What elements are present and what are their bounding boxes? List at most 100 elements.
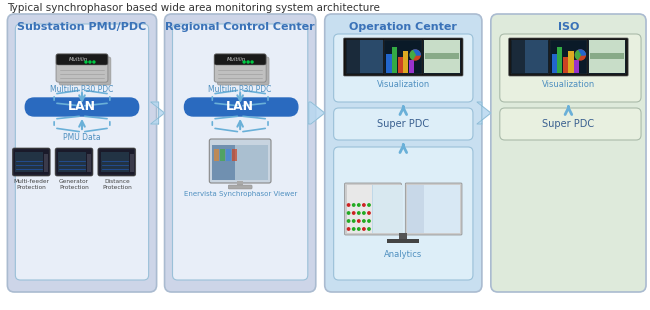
Bar [399, 233, 408, 240]
Circle shape [363, 204, 365, 206]
FancyBboxPatch shape [217, 57, 269, 85]
Text: Substation PMU/PDC: Substation PMU/PDC [18, 22, 147, 32]
FancyBboxPatch shape [16, 24, 149, 280]
Text: Regional Control Center: Regional Control Center [165, 22, 315, 32]
Text: Generator
Protection: Generator Protection [59, 179, 89, 190]
Text: Operation Center: Operation Center [349, 22, 457, 32]
Wedge shape [413, 50, 420, 55]
FancyBboxPatch shape [55, 148, 93, 176]
Text: Typical synchrophasor based wide area monitoring system architecture: Typical synchrophasor based wide area mo… [7, 3, 380, 13]
FancyBboxPatch shape [7, 14, 157, 292]
Circle shape [93, 61, 95, 63]
FancyBboxPatch shape [56, 54, 108, 65]
Bar [423, 40, 461, 74]
Text: Multilin: Multilin [227, 57, 246, 62]
Circle shape [89, 61, 91, 63]
Bar [130, 154, 134, 172]
Circle shape [363, 212, 365, 214]
Bar [373, 185, 402, 233]
FancyBboxPatch shape [98, 148, 136, 176]
Bar [551, 54, 556, 73]
Bar [563, 57, 568, 73]
Bar [360, 40, 384, 73]
Circle shape [347, 228, 350, 230]
FancyBboxPatch shape [344, 183, 401, 235]
FancyBboxPatch shape [172, 24, 308, 280]
Bar [226, 149, 231, 161]
Bar [588, 40, 626, 74]
Text: Enervista Synchrophasor Viewer: Enervista Synchrophasor Viewer [183, 191, 297, 197]
Bar [58, 152, 86, 172]
FancyBboxPatch shape [406, 183, 462, 235]
Bar [590, 40, 625, 73]
Circle shape [347, 220, 350, 222]
Bar [408, 185, 424, 233]
Bar [511, 40, 549, 74]
Polygon shape [309, 102, 325, 124]
Bar [387, 239, 419, 243]
Circle shape [358, 228, 360, 230]
Bar [213, 145, 268, 180]
Bar [346, 40, 360, 73]
Wedge shape [575, 51, 580, 59]
Bar [346, 185, 399, 233]
Bar [213, 145, 235, 180]
Bar [215, 66, 265, 81]
Circle shape [352, 220, 355, 222]
Bar [409, 60, 414, 73]
Text: Multilin: Multilin [68, 57, 88, 62]
Text: Multi-feeder
Protection: Multi-feeder Protection [13, 179, 49, 190]
FancyBboxPatch shape [209, 139, 271, 183]
Circle shape [352, 228, 355, 230]
Bar [525, 40, 549, 73]
Circle shape [363, 228, 365, 230]
FancyBboxPatch shape [509, 38, 628, 76]
FancyBboxPatch shape [325, 14, 482, 292]
Circle shape [575, 50, 586, 60]
Text: ISO: ISO [558, 22, 579, 32]
Bar [403, 51, 408, 73]
Polygon shape [477, 102, 491, 124]
Text: Distance
Protection: Distance Protection [102, 179, 132, 190]
FancyBboxPatch shape [214, 54, 266, 65]
FancyBboxPatch shape [333, 108, 473, 140]
Bar [425, 53, 459, 59]
FancyBboxPatch shape [56, 149, 92, 175]
FancyBboxPatch shape [25, 98, 138, 116]
Circle shape [358, 212, 360, 214]
Bar [232, 149, 237, 161]
FancyBboxPatch shape [56, 54, 108, 82]
Bar [87, 154, 91, 172]
Circle shape [352, 204, 355, 206]
FancyBboxPatch shape [99, 149, 135, 175]
Circle shape [251, 61, 253, 63]
Bar [512, 40, 525, 73]
Bar [214, 149, 219, 161]
Bar [384, 40, 422, 74]
Text: Visualization: Visualization [376, 80, 430, 89]
Circle shape [368, 212, 370, 214]
Wedge shape [578, 50, 586, 55]
Circle shape [368, 228, 370, 230]
Circle shape [347, 212, 350, 214]
Text: Visualization: Visualization [542, 80, 595, 89]
FancyBboxPatch shape [14, 149, 49, 175]
FancyBboxPatch shape [333, 147, 473, 280]
Bar [237, 181, 243, 187]
Circle shape [368, 220, 370, 222]
FancyBboxPatch shape [333, 34, 473, 102]
Wedge shape [410, 51, 415, 59]
Text: PMU Data: PMU Data [63, 133, 101, 142]
FancyBboxPatch shape [59, 57, 111, 85]
Text: Multilin P30 PDC: Multilin P30 PDC [209, 85, 272, 94]
Bar [408, 185, 460, 233]
Bar [590, 53, 624, 59]
Bar [569, 51, 573, 73]
FancyBboxPatch shape [164, 14, 316, 292]
Circle shape [352, 212, 355, 214]
Bar [549, 40, 588, 74]
Text: Super PDC: Super PDC [377, 119, 430, 129]
Text: Analytics: Analytics [384, 250, 422, 259]
FancyBboxPatch shape [491, 14, 646, 292]
Circle shape [363, 220, 365, 222]
